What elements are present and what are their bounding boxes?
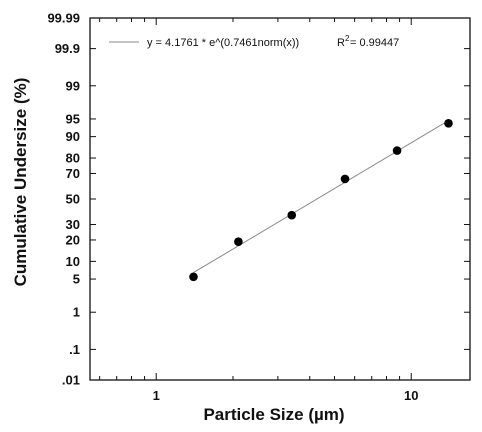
points-layer <box>189 119 453 282</box>
y-axis-title: Cumulative Undersize (%) <box>11 78 30 287</box>
plot-area <box>89 17 471 381</box>
y-tick-label: 90 <box>66 129 80 144</box>
y-tick-label: 10 <box>66 254 80 269</box>
data-point <box>189 272 198 282</box>
legend-equation: y = 4.1761 * e^(0.7461norm(x)) <box>147 37 299 49</box>
y-tick-label: 99 <box>66 78 80 93</box>
legend: y = 4.1761 * e^(0.7461norm(x)) R 2 = 0.9… <box>109 34 399 49</box>
x-axis-title: Particle Size (µm) <box>203 405 344 424</box>
data-point <box>340 174 350 184</box>
y-tick-label: .1 <box>69 342 80 357</box>
y-tick-label: 1 <box>73 305 80 320</box>
data-point <box>392 146 402 155</box>
y-tick-label: 5 <box>73 272 80 287</box>
y-tick-label: 99.99 <box>47 11 80 26</box>
data-point <box>234 237 243 247</box>
x-tick-label: 1 <box>153 388 160 403</box>
y-tick-label: 30 <box>66 217 80 232</box>
y-tick-label: 95 <box>66 111 80 126</box>
y-tick-label: 20 <box>66 232 80 247</box>
legend-r2-prefix: R <box>337 37 345 49</box>
y-tick-label: 80 <box>66 151 80 166</box>
fit-line <box>193 120 449 274</box>
data-point <box>287 210 297 220</box>
y-tick-label: .01 <box>62 373 80 388</box>
x-axis: 1 10 <box>99 18 418 403</box>
y-tick-label: 50 <box>66 192 80 207</box>
data-point <box>444 119 453 128</box>
plot-frame <box>89 17 471 381</box>
x-tick-label: 10 <box>404 388 418 403</box>
legend-r2-superscript: 2 <box>345 34 350 43</box>
fit-layer <box>193 120 449 274</box>
legend-r2-value: = 0.99447 <box>350 37 399 49</box>
y-tick-label: 70 <box>66 166 80 181</box>
y-tick-label: 99.9 <box>55 41 80 56</box>
